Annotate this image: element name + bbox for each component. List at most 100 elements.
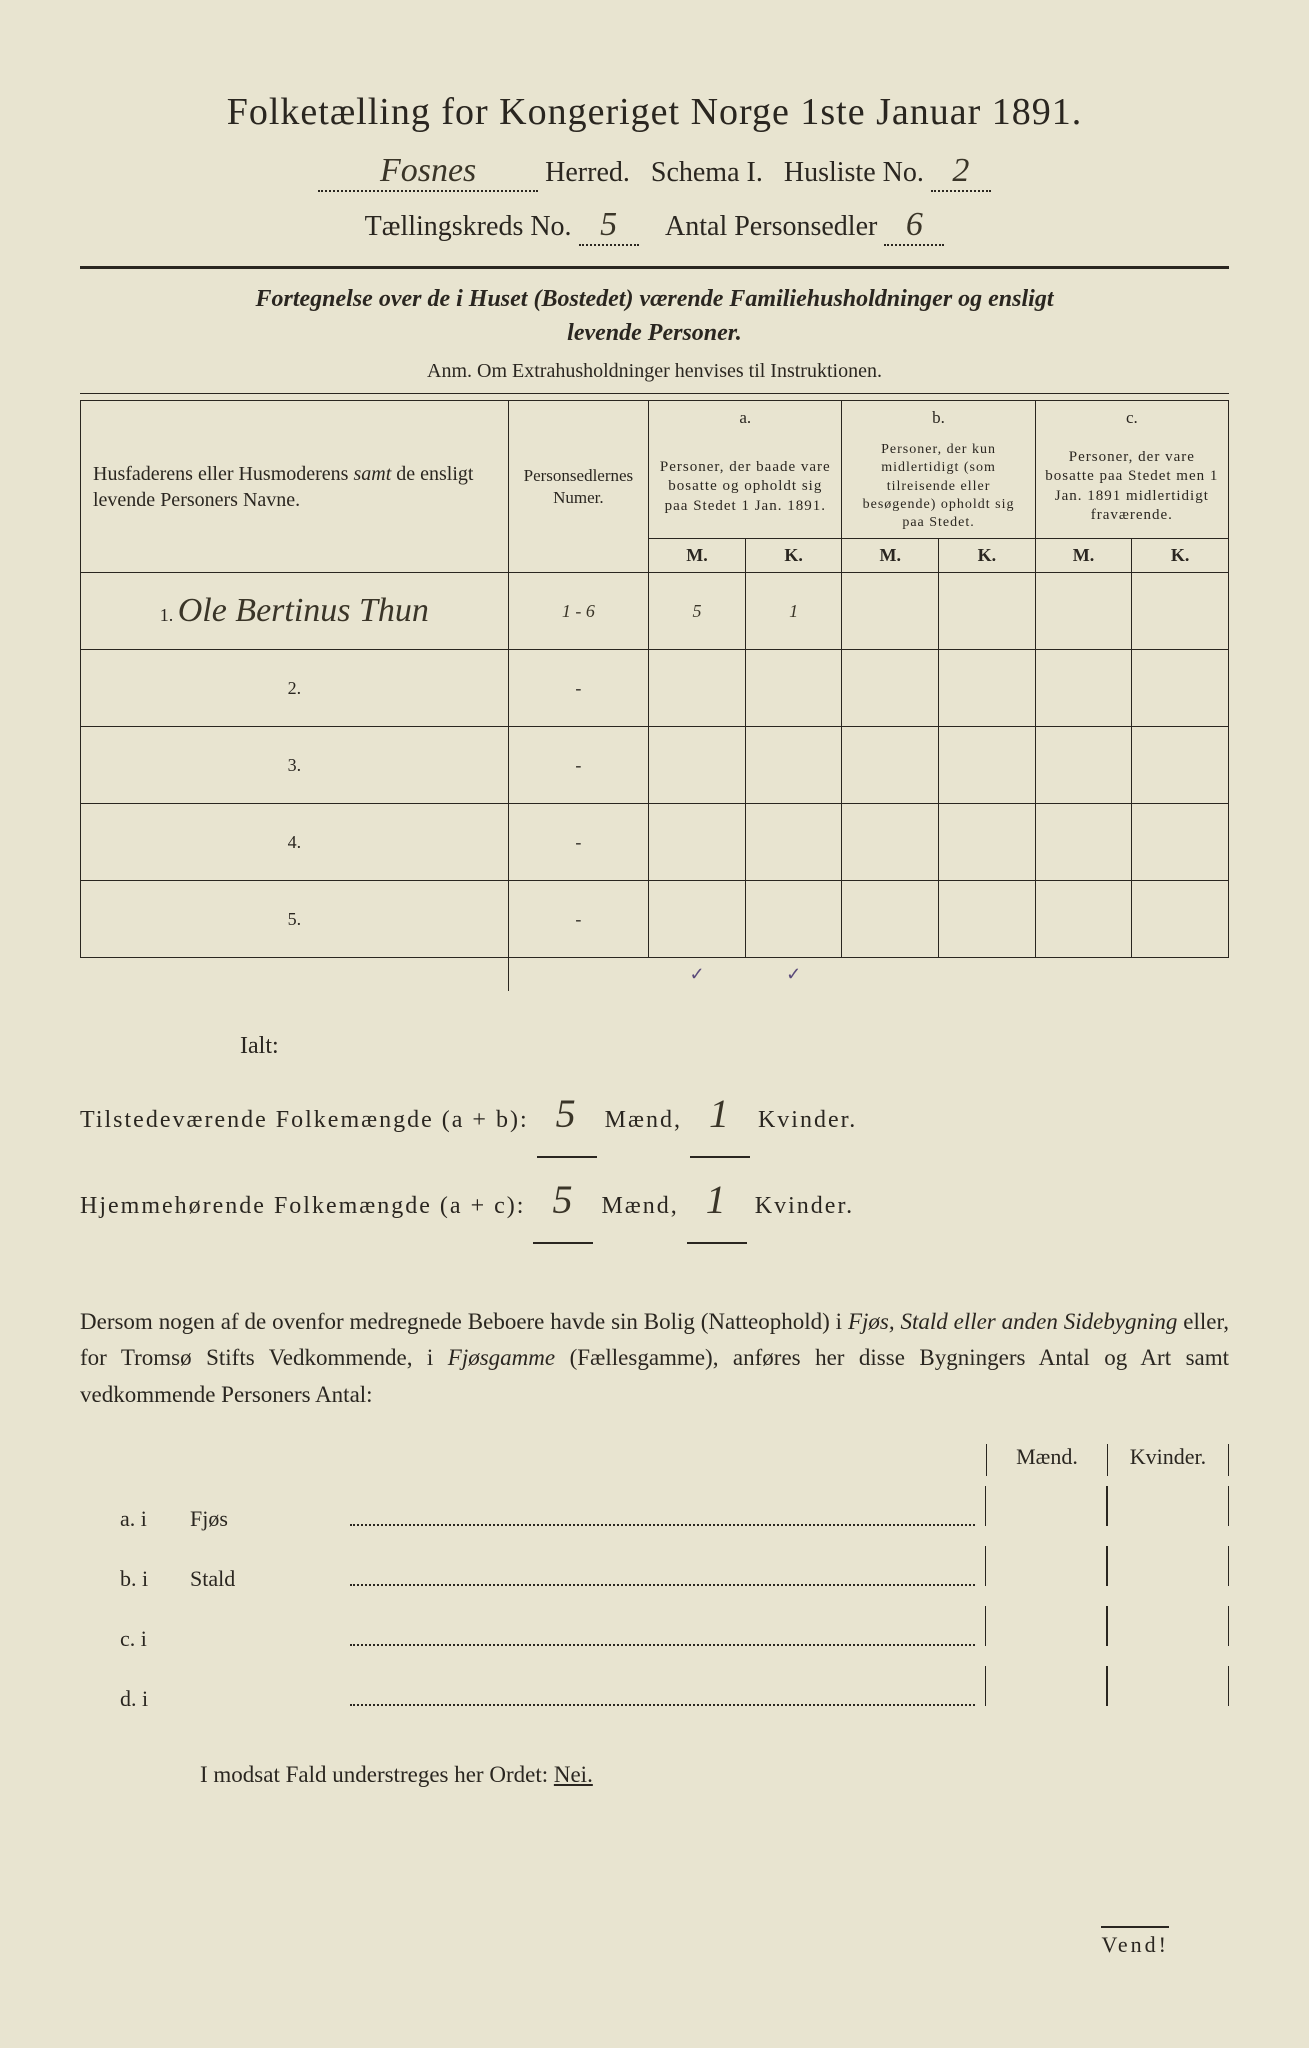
hjemme-m: 5 <box>533 1158 593 1244</box>
nei-word: Nei. <box>554 1762 593 1787</box>
bottom-list: Mænd. Kvinder. a. i Fjøs b. i Stald c. i… <box>80 1444 1229 1712</box>
bottom-row-lbl: b. i <box>80 1566 190 1592</box>
row-num: 5. <box>81 881 509 958</box>
ialt-label: Ialt: <box>80 1021 1229 1071</box>
table-row: 5. - <box>81 881 1229 958</box>
row-numer: - <box>508 881 649 958</box>
main-table: Husfaderens eller Husmoderens samt de en… <box>80 400 1229 991</box>
bottom-row: a. i Fjøs <box>80 1486 1229 1532</box>
dotted-line <box>350 1562 975 1586</box>
bottom-row: d. i <box>80 1666 1229 1712</box>
row-a-m: 5 <box>649 573 746 650</box>
col-c-m: M. <box>1035 539 1132 573</box>
mk-header: Mænd. Kvinder. <box>80 1444 1229 1476</box>
hjemme-k: 1 <box>687 1158 747 1244</box>
tilstede-k: 1 <box>690 1072 750 1158</box>
subtitle-line2: levende Personer. <box>567 320 742 346</box>
dotted-line <box>350 1502 975 1526</box>
col-b-m: M. <box>842 539 939 573</box>
col-b-k: K. <box>939 539 1036 573</box>
header-line-3: Tællingskreds No. 5 Antal Personsedler 6 <box>80 206 1229 258</box>
row-c-k <box>1132 573 1229 650</box>
bottom-row-k <box>1107 1546 1229 1586</box>
table-row: 3. - <box>81 727 1229 804</box>
census-form-page: Folketælling for Kongeriget Norge 1ste J… <box>0 0 1309 2048</box>
divider-1 <box>80 266 1229 269</box>
divider-2 <box>80 393 1229 394</box>
antal-value: 6 <box>884 206 944 246</box>
kreds-value: 5 <box>579 206 639 246</box>
totals-block: Ialt: Tilstedeværende Folkemængde (a + b… <box>80 1021 1229 1243</box>
check-a-m: ✓ <box>649 958 746 992</box>
bottom-row-m <box>985 1666 1107 1706</box>
bottom-row-k <box>1107 1486 1229 1526</box>
row-num: 2. <box>81 650 509 727</box>
row-num: 4. <box>81 804 509 881</box>
row-numer: - <box>508 650 649 727</box>
row-b-k <box>939 573 1036 650</box>
row-num: 1. <box>160 605 174 625</box>
bottom-row-lbl: a. i <box>80 1506 190 1532</box>
maend-label: Mænd, <box>605 1107 682 1133</box>
subtitle: Fortegnelse over de i Huset (Bostedet) v… <box>80 283 1229 350</box>
schema-label: Schema I. <box>651 157 763 188</box>
row-numer: 1 - 6 <box>508 573 649 650</box>
side-building-paragraph: Dersom nogen af de ovenfor medregnede Be… <box>80 1304 1229 1414</box>
bottom-row-k <box>1107 1666 1229 1706</box>
tilstede-m: 5 <box>537 1072 597 1158</box>
bottom-row-txt: Stald <box>190 1566 340 1592</box>
row-name: Ole Bertinus Thun <box>178 592 429 629</box>
tilstede-label: Tilstedeværende Folkemængde (a + b): <box>80 1107 529 1133</box>
row-c-m <box>1035 573 1132 650</box>
col-a-k: K. <box>745 539 842 573</box>
husliste-label: Husliste No. <box>784 157 924 188</box>
col-a-m: M. <box>649 539 746 573</box>
hjemme-label: Hjemmehørende Folkemængde (a + c): <box>80 1193 525 1219</box>
main-title: Folketælling for Kongeriget Norge 1ste J… <box>80 90 1229 134</box>
col-a-label: a. <box>649 401 842 436</box>
col-b-label: b. <box>842 401 1035 436</box>
bottom-row-lbl: c. i <box>80 1626 190 1652</box>
bottom-row-m <box>985 1606 1107 1646</box>
col-c-text: Personer, der vare bosatte paa Stedet me… <box>1035 435 1228 538</box>
bottom-row-txt: Fjøs <box>190 1506 340 1532</box>
check-a-k: ✓ <box>745 958 842 992</box>
bottom-row-k <box>1107 1606 1229 1646</box>
row-name-cell: 1. Ole Bertinus Thun <box>81 573 509 650</box>
row-numer: - <box>508 804 649 881</box>
bottom-row: b. i Stald <box>80 1546 1229 1592</box>
col-numer-header: Personsedlernes Numer. <box>508 401 649 573</box>
tilstede-line: Tilstedeværende Folkemængde (a + b): 5 M… <box>80 1072 1229 1158</box>
bottom-row-m <box>985 1486 1107 1526</box>
col-a-text: Personer, der baade vare bosatte og opho… <box>649 435 842 538</box>
col-c-label: c. <box>1035 401 1228 436</box>
hjemme-line: Hjemmehørende Folkemængde (a + c): 5 Mæn… <box>80 1158 1229 1244</box>
row-b-m <box>842 573 939 650</box>
table-header-row-1: Husfaderens eller Husmoderens samt de en… <box>81 401 1229 436</box>
mk-header-m: Mænd. <box>986 1444 1107 1476</box>
header-line-2: Fosnes Herred. Schema I. Husliste No. 2 <box>80 152 1229 192</box>
husliste-value: 2 <box>931 152 991 192</box>
maend-label: Mænd, <box>601 1193 678 1219</box>
kvinder-label: Kvinder. <box>755 1193 854 1219</box>
table-row: 2. - <box>81 650 1229 727</box>
bottom-row: c. i <box>80 1606 1229 1652</box>
antal-label: Antal Personsedler <box>665 211 877 242</box>
col-b-text: Personer, der kun midlertidigt (som tilr… <box>842 435 1035 538</box>
table-row: 4. - <box>81 804 1229 881</box>
dotted-line <box>350 1682 975 1706</box>
dotted-line <box>350 1622 975 1646</box>
bottom-row-m <box>985 1546 1107 1586</box>
row-numer: - <box>508 727 649 804</box>
table-row: 1. Ole Bertinus Thun 1 - 6 5 1 <box>81 573 1229 650</box>
col-c-k: K. <box>1132 539 1229 573</box>
herred-label: Herred. <box>545 157 630 188</box>
anm-note: Anm. Om Extrahusholdninger henvises til … <box>80 360 1229 383</box>
bottom-row-lbl: d. i <box>80 1686 190 1712</box>
kreds-label: Tællingskreds No. <box>365 211 572 242</box>
row-num: 3. <box>81 727 509 804</box>
vend-label: Vend! <box>1101 1926 1169 1958</box>
herred-value: Fosnes <box>318 152 538 192</box>
row-a-k: 1 <box>745 573 842 650</box>
subtitle-line1: Fortegnelse over de i Huset (Bostedet) v… <box>256 286 1054 312</box>
